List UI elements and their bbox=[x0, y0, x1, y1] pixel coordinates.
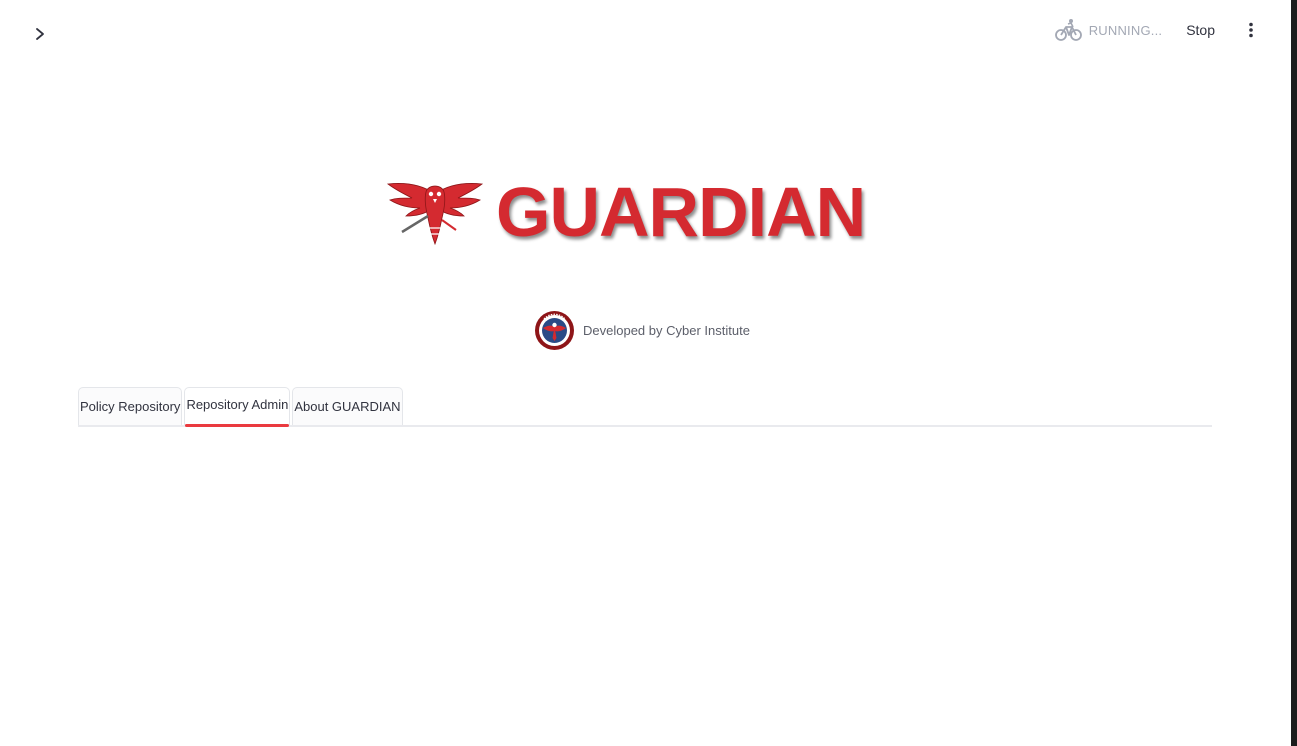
developer-text: Developed by Cyber Institute bbox=[583, 323, 750, 338]
header-toolbar: RUNNING... Stop bbox=[1054, 16, 1261, 44]
window-edge bbox=[1291, 0, 1297, 746]
tab-label: Repository Admin bbox=[186, 397, 289, 412]
status-text: RUNNING... bbox=[1088, 22, 1163, 38]
main-menu-button[interactable] bbox=[1241, 18, 1261, 42]
eagle-icon bbox=[386, 183, 484, 246]
chevron-right-icon bbox=[36, 28, 44, 40]
tab-repository-admin[interactable]: Repository Admin bbox=[184, 387, 291, 427]
running-status: RUNNING... bbox=[1054, 18, 1163, 42]
tab-label: Policy Repository bbox=[80, 399, 181, 414]
guardian-logo: GUARDIAN bbox=[386, 172, 886, 252]
stop-button[interactable]: Stop bbox=[1180, 18, 1221, 42]
logo-text: GUARDIAN bbox=[496, 173, 866, 251]
vertical-dots-icon bbox=[1249, 22, 1253, 38]
cyber-institute-seal-icon bbox=[535, 311, 574, 350]
tab-bar: Policy Repository Repository Admin About… bbox=[78, 383, 1212, 427]
sidebar-toggle-button[interactable] bbox=[28, 22, 52, 46]
bicycle-icon bbox=[1054, 19, 1082, 41]
tab-policy-repository[interactable]: Policy Repository bbox=[78, 387, 183, 425]
tab-about-guardian[interactable]: About GUARDIAN bbox=[292, 387, 403, 425]
tab-label: About GUARDIAN bbox=[294, 399, 401, 414]
developer-credit: Developed by Cyber Institute bbox=[534, 310, 750, 351]
